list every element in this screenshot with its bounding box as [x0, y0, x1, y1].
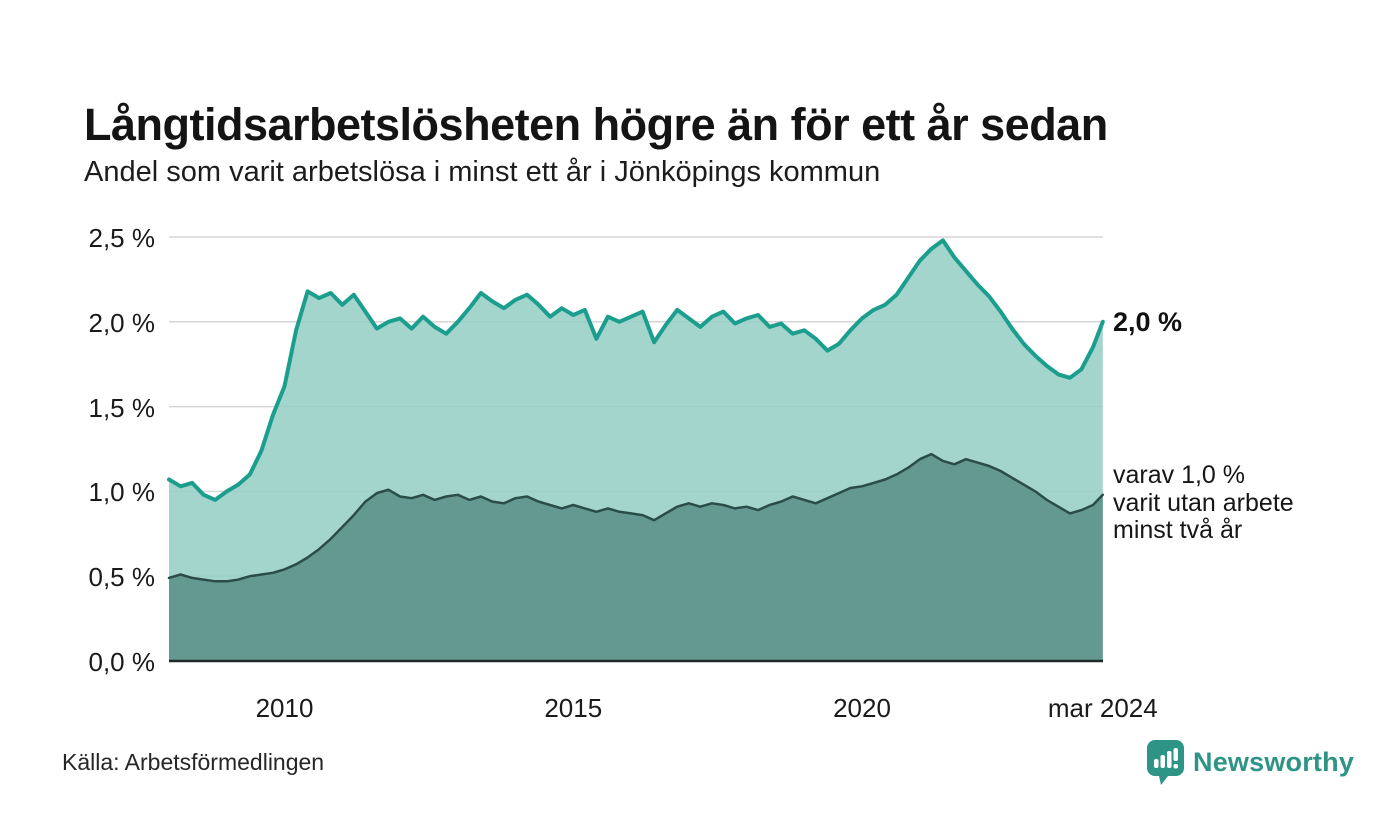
- x-axis-label: 2015: [544, 693, 603, 723]
- y-axis-label: 1,5 %: [88, 392, 156, 423]
- series-end-label-two-years: varav 1,0 % varit utan arbete minst två …: [1113, 461, 1294, 545]
- newsworthy-logo: Newsworthy: [1147, 740, 1354, 785]
- source-note: Källa: Arbetsförmedlingen: [62, 749, 325, 775]
- y-axis-label: 0,5 %: [88, 562, 156, 593]
- chart-title: Långtidsarbetslösheten högre än för ett …: [84, 99, 1108, 151]
- annotation-line: minst två år: [1113, 516, 1243, 544]
- annotation-line: varit utan arbete: [1113, 488, 1294, 517]
- series-end-label-total: 2,0 %: [1113, 307, 1183, 337]
- x-axis-label: 2020: [833, 693, 891, 723]
- newsworthy-logo-icon: [1147, 740, 1184, 785]
- chart-subtitle: Andel som varit arbetslösa i minst ett å…: [84, 156, 881, 188]
- newsworthy-logo-text: Newsworthy: [1193, 747, 1355, 777]
- x-axis-label: 2010: [255, 693, 314, 723]
- y-axis-label: 0,0 %: [88, 647, 156, 677]
- y-axis-label: 2,0 %: [88, 307, 156, 338]
- x-axis-label: mar 2024: [1047, 693, 1158, 723]
- annotation-line: varav 1,0 %: [1113, 461, 1246, 489]
- y-axis-label: 2,5 %: [88, 223, 156, 253]
- y-axis-label: 1,0 %: [88, 477, 156, 508]
